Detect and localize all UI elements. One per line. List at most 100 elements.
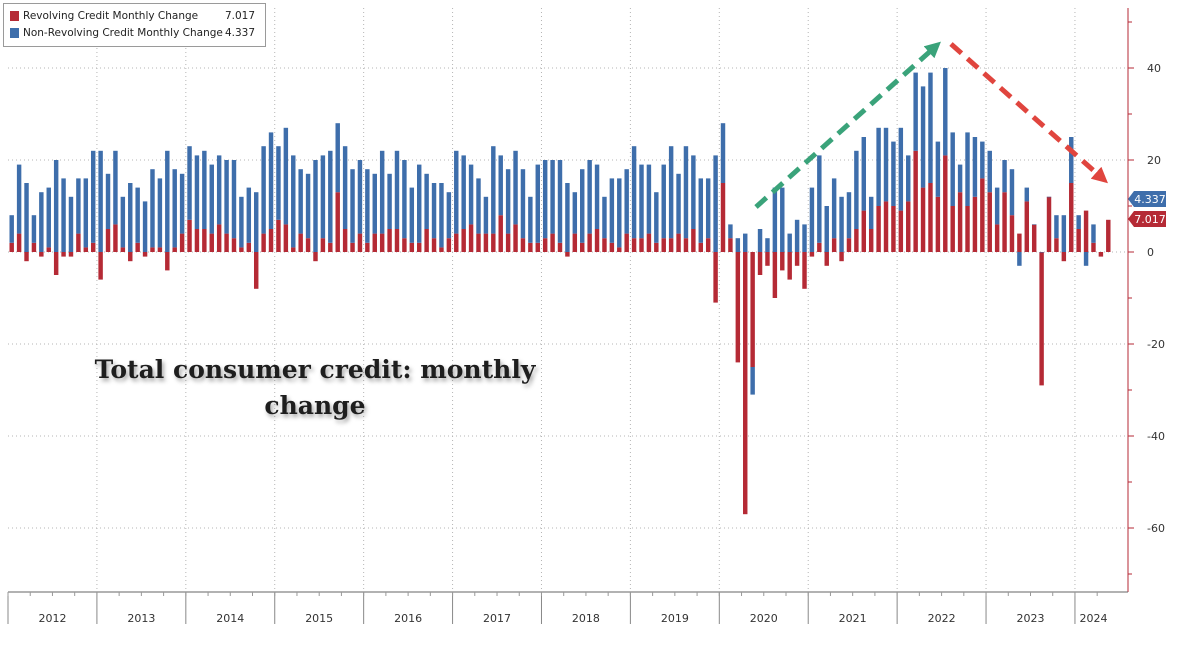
bar-revolving bbox=[416, 242, 422, 252]
bar-non-revolving bbox=[1046, 196, 1052, 198]
bar-revolving bbox=[357, 233, 363, 252]
bar-revolving bbox=[498, 215, 503, 252]
bar-revolving bbox=[557, 242, 563, 252]
bar-revolving bbox=[668, 238, 674, 252]
bar-non-revolving bbox=[824, 206, 829, 252]
bar-series bbox=[9, 68, 1111, 515]
bar-non-revolving bbox=[624, 169, 629, 234]
chart-title: Total consumer credit: monthly change bbox=[94, 355, 536, 420]
bar-non-revolving bbox=[194, 155, 200, 229]
bar-non-revolving bbox=[98, 150, 103, 252]
bar-revolving bbox=[935, 196, 941, 252]
bar-non-revolving bbox=[535, 164, 540, 243]
bar-revolving bbox=[854, 229, 859, 252]
bar-non-revolving bbox=[913, 72, 918, 151]
bar-non-revolving bbox=[476, 178, 481, 234]
x-tick-label: 2012 bbox=[38, 612, 66, 625]
bar-non-revolving bbox=[16, 164, 22, 234]
bar-revolving bbox=[202, 229, 207, 252]
y-tick-label: -60 bbox=[1147, 522, 1165, 535]
bar-revolving bbox=[972, 196, 978, 252]
bar-revolving bbox=[1002, 192, 1007, 252]
bar-revolving bbox=[1069, 183, 1074, 252]
trend-arrows bbox=[754, 41, 1108, 209]
bar-revolving bbox=[328, 242, 333, 252]
bar-non-revolving bbox=[402, 160, 407, 239]
bar-non-revolving bbox=[920, 86, 926, 188]
bar-revolving bbox=[335, 192, 340, 252]
bar-revolving bbox=[39, 252, 44, 257]
bar-revolving bbox=[713, 252, 718, 303]
bar-revolving bbox=[53, 252, 59, 275]
bar-non-revolving bbox=[379, 150, 385, 234]
bar-non-revolving bbox=[246, 187, 252, 243]
bar-revolving bbox=[876, 206, 881, 252]
bar-non-revolving bbox=[676, 173, 681, 234]
bar-non-revolving bbox=[46, 187, 51, 248]
bar-revolving bbox=[31, 242, 37, 252]
bar-revolving bbox=[987, 192, 992, 252]
x-tick-label: 2020 bbox=[750, 612, 778, 625]
bar-revolving bbox=[572, 233, 578, 252]
bar-non-revolving bbox=[794, 219, 800, 252]
bar-revolving bbox=[165, 252, 170, 271]
bar-non-revolving bbox=[142, 201, 148, 252]
bar-revolving bbox=[646, 233, 652, 252]
trend-arrow-down bbox=[949, 42, 1108, 184]
bar-revolving bbox=[142, 252, 148, 257]
bar-revolving bbox=[1039, 252, 1044, 386]
bar-non-revolving bbox=[780, 187, 785, 252]
bar-revolving bbox=[743, 252, 748, 515]
bar-revolving bbox=[705, 238, 711, 252]
bar-revolving bbox=[1091, 242, 1096, 252]
bar-revolving bbox=[839, 252, 844, 262]
bar-non-revolving bbox=[461, 155, 466, 229]
bar-non-revolving bbox=[468, 164, 474, 225]
bar-non-revolving bbox=[498, 155, 503, 216]
bar-revolving bbox=[757, 252, 763, 275]
bar-revolving bbox=[1009, 215, 1015, 252]
bar-revolving bbox=[787, 252, 792, 280]
bar-non-revolving bbox=[691, 155, 696, 229]
bar-revolving bbox=[728, 238, 733, 252]
bar-revolving bbox=[231, 238, 237, 252]
bar-revolving bbox=[817, 242, 822, 252]
bar-revolving bbox=[113, 224, 118, 252]
bar-non-revolving bbox=[861, 137, 867, 211]
bar-revolving bbox=[661, 238, 666, 252]
bar-non-revolving bbox=[1002, 160, 1007, 193]
trend-arrow-up bbox=[754, 41, 941, 209]
bar-revolving bbox=[446, 238, 452, 252]
bar-non-revolving bbox=[439, 183, 444, 248]
bar-non-revolving bbox=[565, 183, 570, 252]
bar-non-revolving bbox=[817, 155, 822, 243]
bar-revolving bbox=[24, 252, 29, 262]
x-tick-label: 2022 bbox=[928, 612, 956, 625]
bar-non-revolving bbox=[876, 127, 881, 206]
bar-non-revolving bbox=[394, 150, 400, 229]
bar-revolving bbox=[320, 238, 326, 252]
bar-non-revolving bbox=[994, 187, 1000, 225]
bar-revolving bbox=[261, 233, 266, 252]
bar-revolving bbox=[631, 238, 637, 252]
bar-non-revolving bbox=[854, 150, 859, 229]
bar-non-revolving bbox=[76, 178, 81, 234]
x-tick-label: 2023 bbox=[1016, 612, 1044, 625]
bar-non-revolving bbox=[957, 164, 963, 193]
x-tick-label: 2019 bbox=[661, 612, 689, 625]
y-axis: 40 20 0 -20 -40 -60 bbox=[1127, 8, 1165, 592]
bar-non-revolving bbox=[572, 192, 578, 234]
bar-revolving bbox=[68, 252, 74, 257]
bar-non-revolving bbox=[765, 238, 770, 252]
bar-revolving bbox=[542, 238, 548, 252]
bar-revolving bbox=[305, 238, 311, 252]
bar-non-revolving bbox=[216, 155, 222, 225]
bar-non-revolving bbox=[283, 127, 289, 225]
bar-non-revolving bbox=[253, 192, 259, 252]
last-value-tags: 4.337 7.017 bbox=[1128, 191, 1166, 227]
bar-revolving bbox=[1024, 201, 1030, 252]
bar-revolving bbox=[802, 252, 807, 289]
bar-revolving bbox=[268, 229, 274, 252]
legend-swatch-revolving bbox=[10, 11, 19, 21]
bar-revolving bbox=[1083, 210, 1089, 252]
